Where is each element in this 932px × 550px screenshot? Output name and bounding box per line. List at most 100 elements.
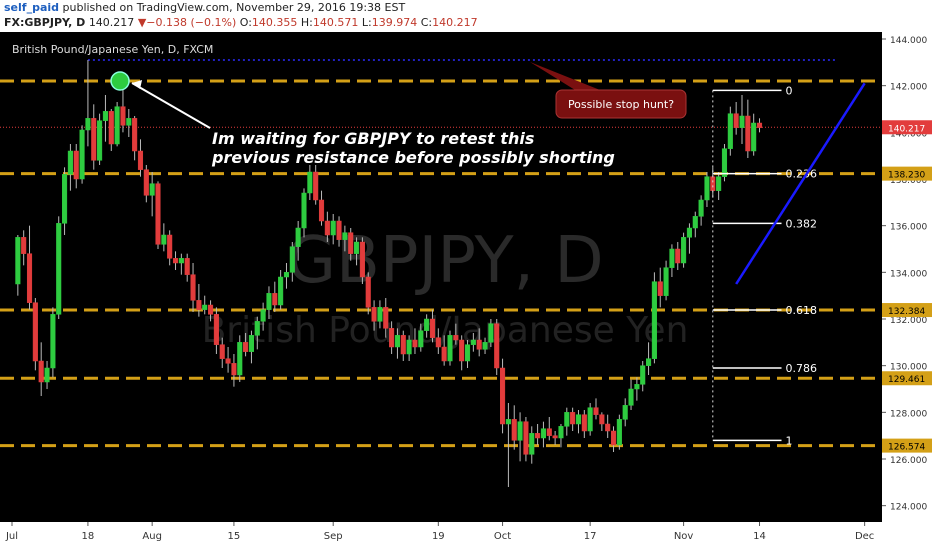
candle [500, 358, 506, 434]
candle [575, 410, 582, 434]
y-tick-label: 140.000 [890, 129, 927, 139]
candle [751, 113, 757, 156]
price-axis[interactable] [882, 32, 932, 550]
candle-body [634, 384, 640, 390]
retest-marker [110, 71, 130, 91]
symbol-label: FX:GBPJPY, D [4, 16, 86, 29]
candle-body [155, 183, 161, 245]
price-tag-label: 138.230 [888, 171, 925, 181]
candle-body [482, 342, 488, 350]
candle [570, 407, 576, 431]
candle-body [406, 339, 412, 355]
open-label: O: [239, 16, 252, 29]
candle-body [575, 414, 582, 425]
candle [441, 335, 447, 366]
candle-body [570, 412, 576, 425]
candle [587, 403, 593, 436]
candle [383, 298, 389, 338]
candle-body [213, 314, 219, 345]
y-tick-label: 126.000 [890, 456, 927, 466]
candle-body [412, 339, 418, 348]
candle-body [324, 220, 330, 236]
high-value: 140.571 [312, 16, 359, 29]
candle-body [307, 171, 313, 194]
candle-body [424, 318, 430, 331]
candle [470, 333, 476, 352]
price-tag-label: 140.217 [888, 124, 925, 134]
candle [494, 319, 500, 375]
candle-body [336, 220, 342, 240]
candle-body [517, 421, 523, 441]
candle [745, 99, 751, 158]
candle [716, 172, 722, 200]
candle [213, 307, 219, 354]
candle [161, 223, 167, 252]
candle-body [44, 367, 50, 383]
candle-body [540, 428, 546, 439]
candle-body [161, 234, 167, 245]
candle-body [745, 115, 751, 152]
candle-body [470, 339, 476, 345]
candle [418, 323, 424, 352]
candle [143, 165, 149, 203]
x-tick-label: Sep [324, 531, 343, 542]
price-tags: 140.217 138.230 132.384 129.461 126.574 [882, 120, 932, 453]
y-tick-label: 132.000 [890, 316, 927, 326]
candle-body [751, 122, 757, 152]
candle [371, 300, 377, 331]
annotation-line-2: previous resistance before possibly shor… [211, 148, 615, 167]
candle [651, 272, 657, 364]
candle [225, 347, 231, 373]
candle-body [231, 363, 237, 376]
candle [640, 361, 646, 392]
candle-body [377, 307, 383, 322]
candle-body [348, 232, 354, 254]
candle [167, 230, 173, 266]
candle [295, 221, 301, 261]
candle [336, 216, 342, 247]
candle [172, 251, 179, 270]
candle-body [289, 246, 295, 273]
candle-body [295, 227, 301, 247]
candle [114, 102, 120, 147]
candle [564, 407, 570, 436]
x-tick-label: Aug [142, 531, 162, 542]
candle [208, 300, 214, 322]
candle-body [756, 122, 763, 128]
candle [137, 139, 144, 177]
candle-body [248, 335, 254, 352]
fib-label: 0.382 [786, 217, 818, 230]
candle-body [435, 337, 441, 348]
candle-body [535, 433, 541, 439]
candle-body [558, 426, 564, 439]
candle-body [266, 293, 272, 310]
candle-body [330, 220, 336, 236]
candle-body [675, 248, 681, 264]
price-chart[interactable]: GBPJPY, D British Pound/Japanese Yen 00.… [0, 32, 932, 550]
candle [120, 88, 126, 133]
fib-label: 0.236 [786, 168, 818, 181]
candle-body [91, 118, 97, 161]
author-link[interactable]: self_paid [4, 1, 60, 14]
candle [646, 342, 652, 375]
candle [190, 263, 196, 312]
annotation-arrow [131, 82, 211, 129]
candle [657, 267, 663, 308]
time-axis[interactable] [0, 522, 882, 550]
candle [581, 410, 587, 438]
candle [681, 232, 687, 268]
candle [313, 165, 319, 205]
candle-body [622, 405, 628, 420]
candle [102, 95, 108, 142]
x-tick-label: 18 [82, 531, 95, 542]
fibonacci-retracement[interactable]: 0 0.236 0.382 0.618 0.786 1 [712, 84, 818, 447]
candle [155, 181, 161, 249]
publish-line: self_paid published on TradingView.com, … [4, 1, 405, 14]
candle [289, 242, 295, 282]
candle [108, 109, 114, 151]
y-tick-label: 144.000 [890, 36, 927, 46]
callout-box [555, 89, 687, 119]
candle-body [108, 111, 114, 145]
candle [62, 167, 68, 235]
candle [406, 335, 412, 361]
